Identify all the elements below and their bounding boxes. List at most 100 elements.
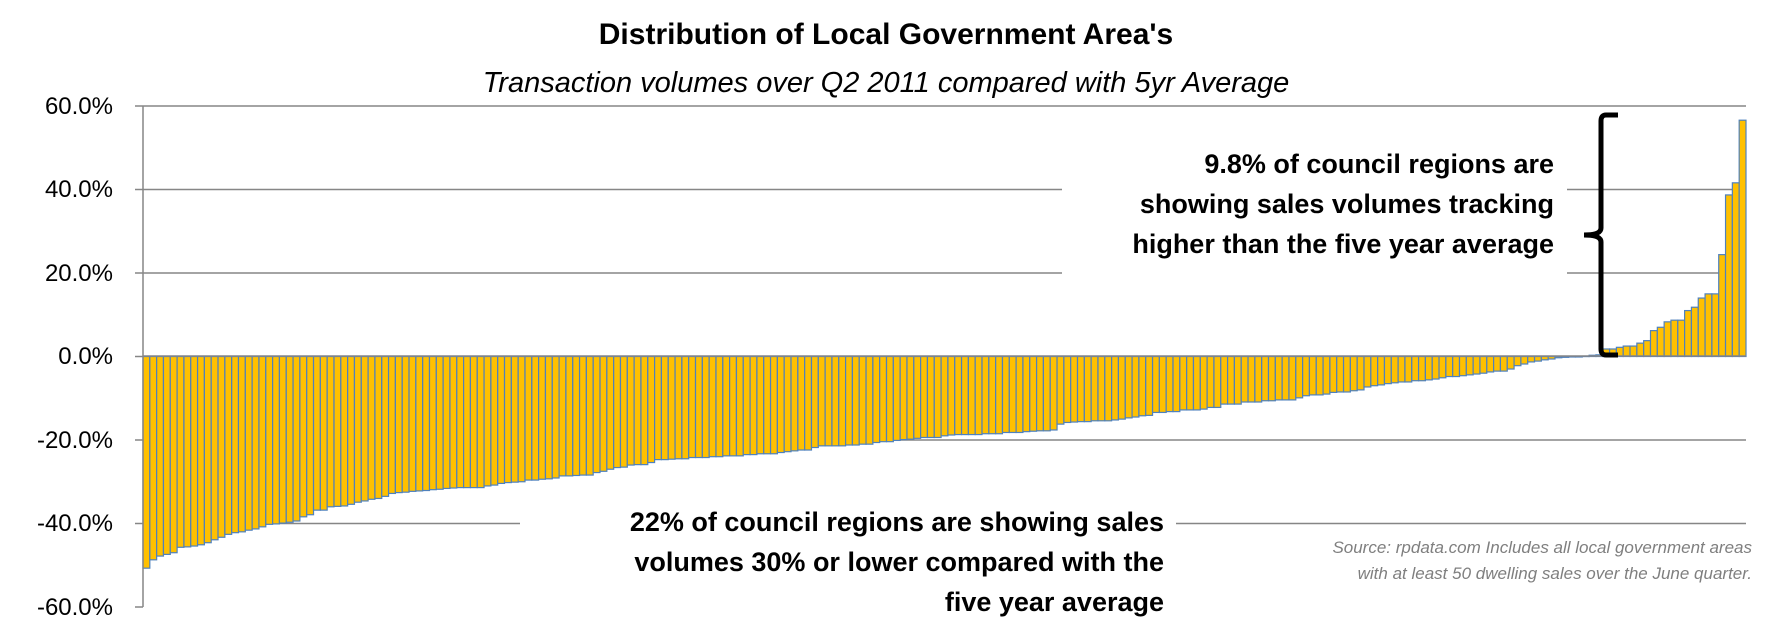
bar [1131,355,1140,418]
bar [660,355,669,461]
bar [879,355,888,443]
bar [278,355,287,524]
y-tick-label: 40.0% [45,176,113,203]
bar [1042,355,1051,432]
bar [1342,355,1351,393]
bar [156,355,165,557]
bar [244,355,253,531]
bar [790,355,799,452]
bar [237,355,246,533]
bar [1213,355,1222,409]
bar [647,355,656,464]
bar [1192,355,1201,411]
bar [776,355,785,454]
bar [422,355,431,492]
bar [763,355,772,455]
y-axis-ticks: 60.0% 40.0% 20.0% 0.0% -20.0% -40.0% -60… [37,93,113,621]
bar [1390,355,1399,384]
bar [517,355,526,483]
bar [428,355,437,491]
bar [381,355,390,497]
bar [694,355,703,459]
bar [817,355,826,447]
bar [1308,355,1317,396]
bar [258,355,267,528]
bar [940,355,949,437]
gridlines [135,105,1746,608]
bar [606,355,615,470]
bar [954,355,963,436]
bar [626,355,635,466]
bar [306,355,315,516]
bar [483,355,492,487]
bar [1690,306,1699,358]
bar [1015,355,1024,434]
bar [1513,355,1522,367]
bar [797,355,806,451]
bar [442,355,451,490]
bar [1035,355,1045,432]
bar [920,355,929,439]
bar [708,355,717,458]
chart-title: Distribution of Local Government Area's [599,18,1173,51]
bar [995,355,1004,435]
bar [899,355,908,441]
bar [558,355,567,477]
bar [1465,355,1474,376]
bar [667,355,676,460]
bar [1029,355,1038,432]
bar [1158,355,1167,414]
bar [1329,355,1338,394]
bar [1520,355,1529,365]
bar [326,355,335,508]
upper-annotation-box [1062,140,1567,306]
bar [1527,355,1536,363]
bar [947,355,956,436]
bar [769,355,778,455]
bar [1281,355,1290,401]
bar [933,355,942,439]
bar [1452,355,1461,378]
bar [1356,355,1365,391]
bar [544,355,553,480]
bar [1097,355,1106,422]
bar [653,355,663,461]
bar [231,355,240,534]
bar [1547,355,1556,360]
bar [1363,355,1372,388]
bar [251,355,260,530]
bar [1431,355,1440,380]
bar [1138,355,1147,417]
bar [387,355,396,495]
bar [292,355,301,522]
bar [285,355,294,523]
bar [599,355,608,472]
bar [299,355,308,518]
bar [196,355,205,546]
bar [1111,355,1120,421]
bar [640,355,649,466]
bar [360,355,369,502]
bar [1424,355,1433,381]
bar [851,355,860,446]
y-tick-label: 0.0% [58,343,113,370]
bar [967,355,976,436]
bar [1493,355,1502,372]
bar [1724,194,1733,358]
bar [1104,355,1113,422]
bar [1533,355,1542,362]
bar [1295,355,1304,399]
bar [183,355,192,548]
bar [1718,254,1727,358]
bar [272,355,281,525]
bar [1499,355,1508,372]
bar [538,355,547,480]
bar [415,355,424,492]
bar [844,355,854,446]
bar [265,355,274,525]
bar [190,355,199,547]
y-tick-label: 60.0% [45,93,113,120]
bar [176,355,185,548]
bar [1738,119,1747,358]
bar [476,355,485,489]
